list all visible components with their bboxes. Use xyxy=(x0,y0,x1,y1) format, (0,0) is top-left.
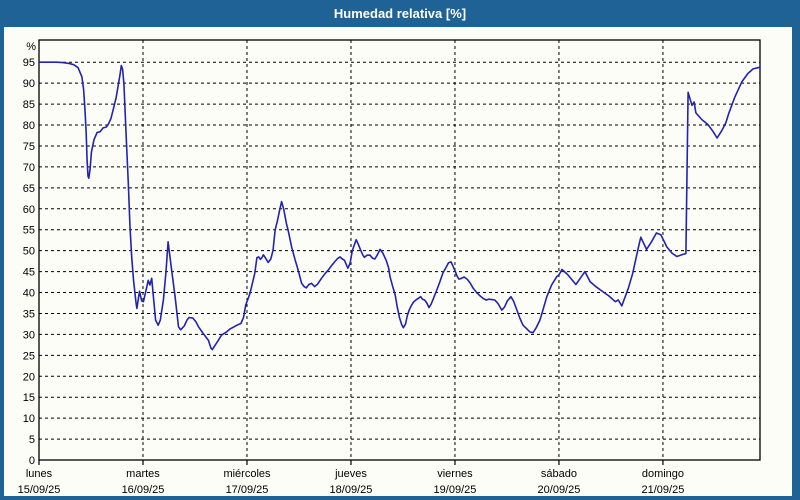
x-day-label: miércoles xyxy=(223,468,271,480)
x-day-label: domingo xyxy=(642,468,684,480)
x-date-label: 17/09/25 xyxy=(226,484,269,496)
plot-frame xyxy=(38,39,761,461)
y-tick-label: 10 xyxy=(23,413,35,425)
x-date-label: 20/09/25 xyxy=(538,484,581,496)
y-tick-label: 90 xyxy=(23,78,35,90)
y-tick-label: 55 xyxy=(23,225,35,237)
x-date-label: 21/09/25 xyxy=(642,484,685,496)
y-tick-label: 60 xyxy=(23,204,35,216)
y-tick-label: 45 xyxy=(23,267,35,279)
y-tick-label: 40 xyxy=(23,288,35,300)
y-tick-label: 20 xyxy=(23,371,35,383)
y-tick-label: 0 xyxy=(29,455,35,467)
y-axis-unit-label: % xyxy=(26,41,36,53)
x-day-label: viernes xyxy=(437,468,473,480)
y-tick-label: 35 xyxy=(23,308,35,320)
x-date-label: 16/09/25 xyxy=(122,484,165,496)
title-bar: Humedad relativa [%] xyxy=(0,0,800,27)
y-tick-label: 50 xyxy=(23,246,35,258)
x-date-label: 15/09/25 xyxy=(18,484,61,496)
y-tick-label: 85 xyxy=(23,99,35,111)
y-tick-label: 95 xyxy=(23,57,35,69)
humidity-line xyxy=(38,61,761,351)
x-day-label: lunes xyxy=(26,468,53,480)
x-day-label: jueves xyxy=(334,468,367,480)
x-day-label: martes xyxy=(126,468,160,480)
y-tick-label: 25 xyxy=(23,350,35,362)
y-tick-label: 65 xyxy=(23,183,35,195)
x-date-label: 18/09/25 xyxy=(330,484,373,496)
x-day-label: sábado xyxy=(541,468,577,480)
chart-title: Humedad relativa [%] xyxy=(333,6,467,21)
y-tick-label: 80 xyxy=(23,120,35,132)
x-date-label: 19/09/25 xyxy=(434,484,477,496)
y-tick-label: 15 xyxy=(23,392,35,404)
y-tick-label: 5 xyxy=(29,434,35,446)
y-tick-label: 30 xyxy=(23,329,35,341)
y-tick-label: 75 xyxy=(23,141,35,153)
y-tick-label: 70 xyxy=(23,162,35,174)
